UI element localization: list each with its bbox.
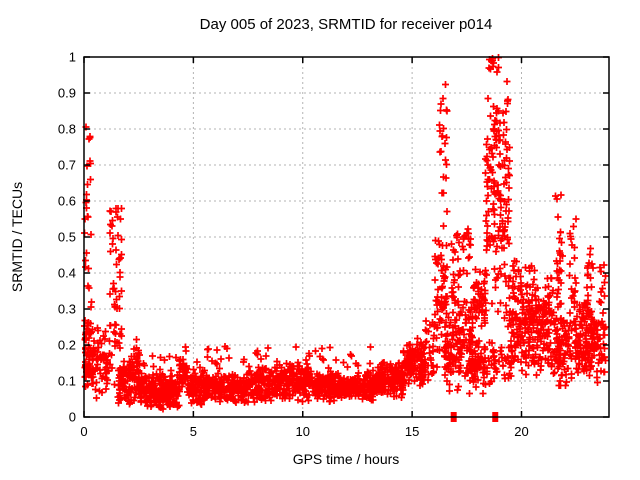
x-tick-label: 15 — [405, 424, 419, 439]
y-tick-label: 0.9 — [58, 86, 76, 101]
y-tick-label: 0.6 — [58, 194, 76, 209]
y-tick-label: 0.8 — [58, 122, 76, 137]
y-tick-label: 0.7 — [58, 158, 76, 173]
x-tick-label: 10 — [296, 424, 310, 439]
x-tick-label: 20 — [514, 424, 528, 439]
x-tick-label: 5 — [190, 424, 197, 439]
x-tick-label: 0 — [80, 424, 87, 439]
y-tick-label: 0.2 — [58, 338, 76, 353]
y-tick-label: 0.1 — [58, 374, 76, 389]
y-tick-label: 1 — [69, 50, 76, 65]
chart-title: Day 005 of 2023, SRMTID for receiver p01… — [199, 16, 493, 33]
x-axis-label: GPS time / hours — [292, 451, 400, 467]
y-tick-label: 0.5 — [58, 230, 76, 245]
y-tick-label: 0.3 — [58, 302, 76, 317]
data-points — [81, 54, 609, 413]
y-tick-label: 0 — [69, 410, 76, 425]
y-tick-label: 0.4 — [58, 266, 76, 281]
